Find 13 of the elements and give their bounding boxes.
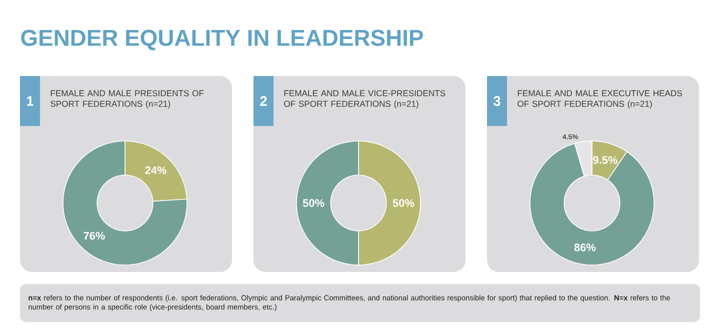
data-label: 50%	[392, 199, 414, 207]
chart-title: FEMALE AND MALE EXECUTIVE HEADS OF SPORT FEDERATIONS (n=21)	[518, 90, 682, 109]
text: 2	[260, 96, 267, 106]
chart-title: FEMALE AND MALE PRESIDENTS OF SPORT FEDERATIONS (n=21)	[50, 90, 204, 109]
data-label: 9.5%	[593, 156, 618, 164]
text: 1	[26, 96, 34, 106]
data-label: 76%	[84, 232, 105, 240]
data-label: 86%	[574, 244, 596, 252]
chart-title: FEMALE AND MALE VICE-PRESIDENTS OF SPORT FEDERATIONS (n=21)	[284, 90, 446, 109]
data-label: 50%	[302, 199, 324, 207]
text: 3	[493, 96, 500, 106]
text: GENDER EQUALITY IN LEADERSHIP	[21, 30, 423, 50]
data-label: 24%	[145, 166, 166, 174]
